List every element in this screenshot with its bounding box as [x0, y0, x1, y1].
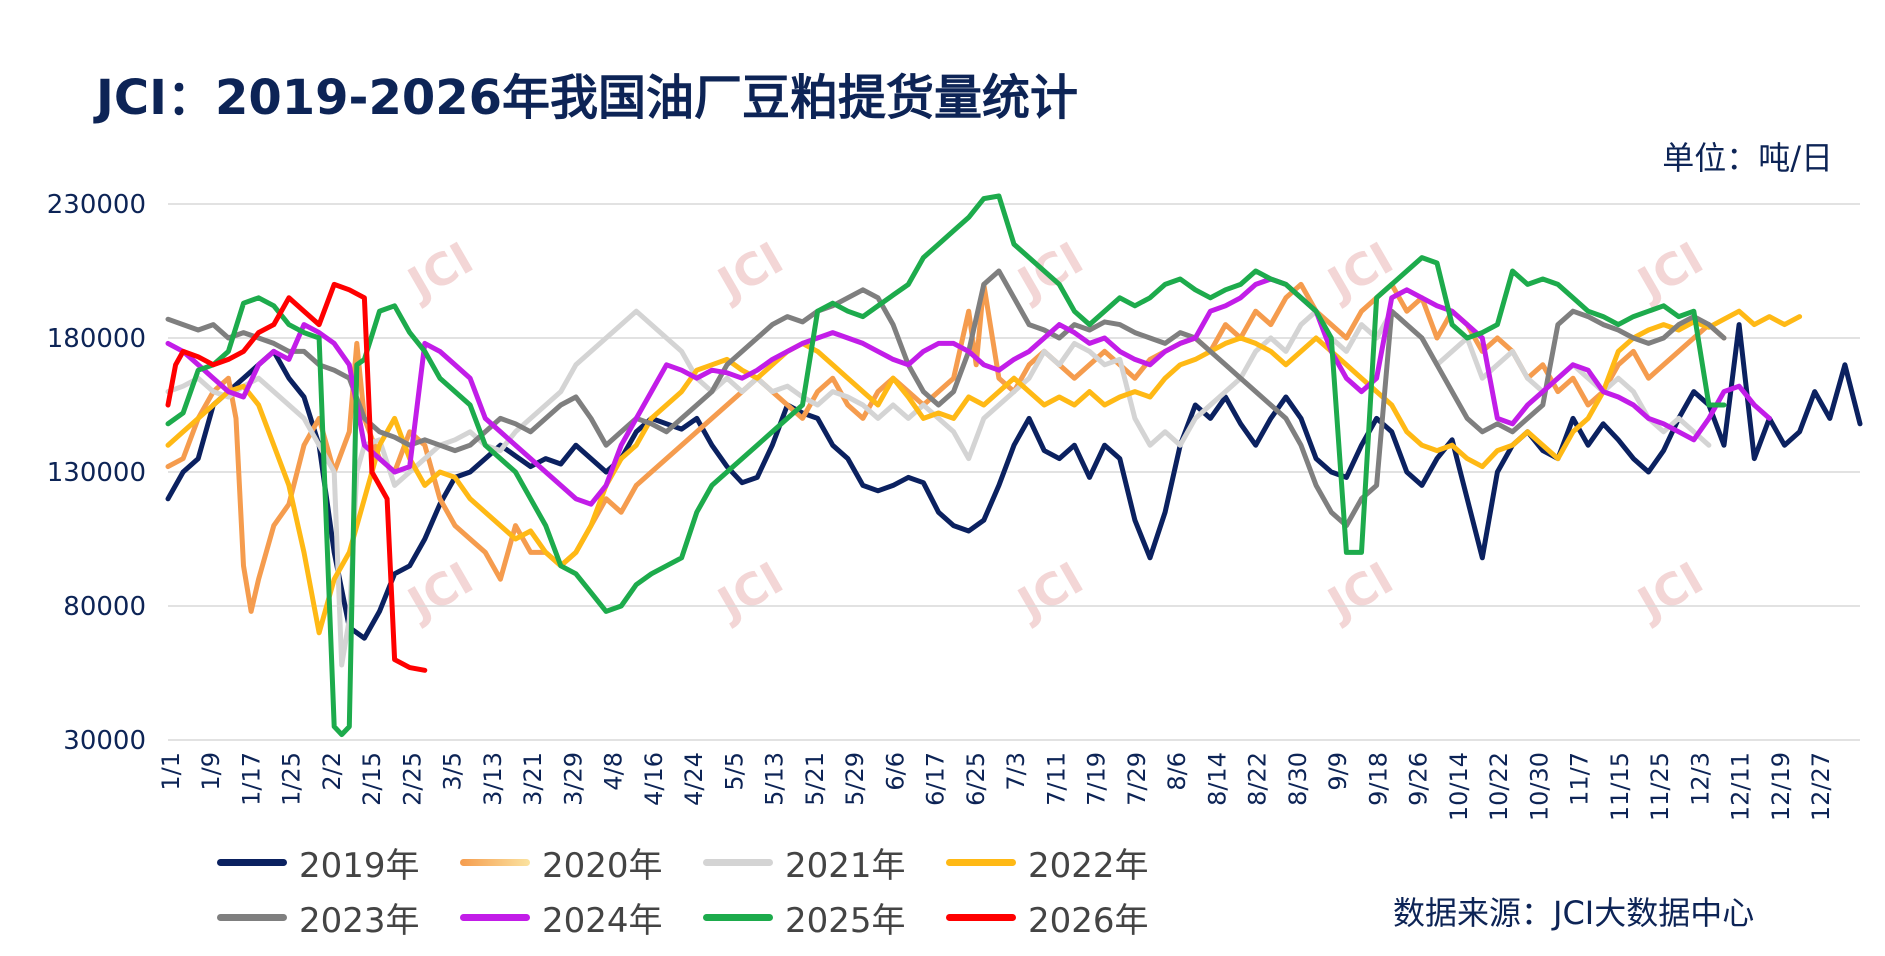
y-axis: 230000 180000 130000 80000 30000: [47, 190, 146, 756]
unit-label: 单位：吨/日: [1662, 139, 1833, 177]
x-axis: 1/1 1/9 1/17 1/25 2/2 2/15 2/25 3/5 3/13 3/21 3/29…: [157, 752, 1835, 821]
series-line-2021年: [165, 308, 1712, 668]
grid-lines: [168, 203, 1860, 741]
x-tick-label: 4/8: [600, 752, 628, 791]
x-tick-label: 1/17: [237, 752, 265, 806]
chart-title: JCI：2019-2026年我国油厂豆粕提货量统计: [96, 70, 1079, 126]
legend-swatch-2025: [703, 914, 773, 921]
series-line-2026年: [165, 281, 428, 673]
series-line-2025年: [165, 193, 1727, 738]
x-tick-label: 8/30: [1284, 752, 1312, 806]
legend-swatch-2019: [217, 859, 287, 866]
x-tick-label: 10/14: [1445, 752, 1473, 821]
legend-swatch-2024: [460, 914, 530, 921]
legend-label-2025: 2025年: [785, 901, 906, 941]
x-tick-label: 12/19: [1767, 752, 1795, 821]
y-tick-label: 130000: [47, 458, 146, 488]
legend-swatch-2026: [946, 914, 1016, 921]
legend-label-2019: 2019年: [299, 846, 420, 886]
x-tick-label: 1/1: [157, 752, 185, 791]
x-tick-label: 11/7: [1566, 752, 1594, 806]
x-tick-label: 5/13: [761, 752, 789, 806]
x-tick-label: 10/30: [1525, 752, 1553, 821]
x-tick-label: 7/11: [1042, 752, 1070, 806]
y-tick-label: 180000: [47, 324, 146, 354]
x-tick-label: 9/26: [1405, 752, 1433, 806]
series-line-2023年: [165, 268, 1727, 529]
x-tick-label: 1/9: [197, 752, 225, 791]
series-line-2022年: [165, 308, 1803, 636]
x-tick-label: 8/22: [1244, 752, 1272, 806]
x-tick-label: 1/25: [278, 752, 306, 806]
x-tick-label: 10/22: [1485, 752, 1513, 821]
legend-swatch-2022: [946, 859, 1016, 866]
x-tick-label: 8/6: [1163, 752, 1191, 791]
legend-label-2021: 2021年: [785, 846, 906, 886]
x-tick-label: 2/2: [318, 752, 346, 791]
series-line-2020年: [165, 281, 1727, 614]
x-tick-label: 11/25: [1646, 752, 1674, 821]
x-tick-label: 2/25: [398, 752, 426, 806]
x-tick-label: 5/5: [720, 752, 748, 791]
x-tick-label: 12/3: [1686, 752, 1714, 806]
legend-label-2022: 2022年: [1028, 846, 1149, 886]
x-tick-label: 4/16: [640, 752, 668, 806]
x-tick-label: 4/24: [680, 752, 708, 806]
series-line-2024年: [165, 276, 1772, 507]
legend: 2019年 2020年 2021年 2022年 2023年 2024年 2025…: [217, 838, 1207, 948]
x-tick-label: 3/13: [479, 752, 507, 806]
legend-item-2022: 2022年: [946, 838, 1149, 887]
legend-item-2019: 2019年: [217, 838, 420, 887]
watermark-text: JCI: [707, 233, 791, 311]
legend-item-2021: 2021年: [703, 838, 906, 887]
x-tick-label: 7/29: [1123, 752, 1151, 806]
legend-item-2026: 2026年: [946, 893, 1149, 942]
data-source: 数据来源：JCI大数据中心: [1393, 894, 1755, 932]
y-tick-label: 230000: [47, 190, 146, 220]
legend-label-2024: 2024年: [542, 901, 663, 941]
legend-label-2023: 2023年: [299, 901, 420, 941]
x-tick-label: 9/18: [1364, 752, 1392, 806]
watermark-text: JCI: [1317, 553, 1401, 631]
watermark-text: JCI: [707, 553, 791, 631]
x-tick-label: 12/27: [1807, 752, 1835, 821]
series-group: [165, 193, 1863, 738]
legend-swatch-2023: [217, 914, 287, 921]
x-tick-label: 7/19: [1083, 752, 1111, 806]
x-tick-label: 5/29: [841, 752, 869, 806]
legend-item-2023: 2023年: [217, 893, 420, 942]
legend-label-2026: 2026年: [1028, 901, 1149, 941]
x-tick-label: 6/17: [922, 752, 950, 806]
x-tick-label: 3/29: [559, 752, 587, 806]
x-tick-label: 3/21: [519, 752, 547, 806]
x-tick-label: 5/21: [801, 752, 829, 806]
legend-item-2025: 2025年: [703, 893, 906, 942]
legend-label-2020: 2020年: [542, 846, 663, 886]
x-tick-label: 6/25: [962, 752, 990, 806]
x-tick-label: 9/9: [1324, 752, 1352, 791]
watermark-text: JCI: [1007, 553, 1091, 631]
watermark-text: JCI: [1627, 233, 1711, 311]
watermark-text: JCI: [1007, 233, 1091, 311]
legend-item-2024: 2024年: [460, 893, 663, 942]
y-tick-label: 80000: [63, 592, 146, 622]
watermark-text: JCI: [1627, 553, 1711, 631]
x-tick-label: 6/6: [881, 752, 909, 791]
x-tick-label: 2/15: [358, 752, 386, 806]
legend-swatch-2020: [460, 859, 530, 866]
x-tick-label: 7/3: [1002, 752, 1030, 791]
y-tick-label: 30000: [63, 726, 146, 756]
legend-item-2020: 2020年: [460, 838, 663, 887]
watermark-text: JCI: [397, 233, 481, 311]
x-tick-label: 11/15: [1606, 752, 1634, 821]
x-tick-label: 3/5: [439, 752, 467, 791]
x-tick-label: 12/11: [1727, 752, 1755, 821]
x-tick-label: 8/14: [1203, 752, 1231, 806]
legend-swatch-2021: [703, 859, 773, 866]
